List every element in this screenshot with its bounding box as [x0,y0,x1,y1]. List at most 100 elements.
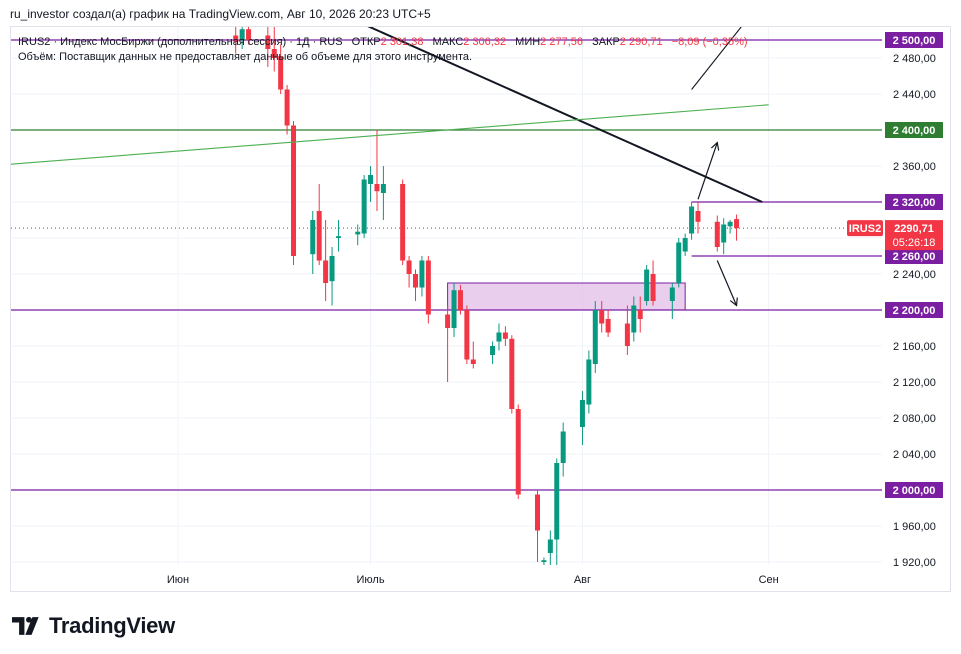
candle-body [592,310,598,364]
candle-body [451,290,457,328]
chart-frame [10,26,951,592]
y-tick-label: 2 040,00 [893,449,936,461]
candle-body [676,242,682,283]
candle-body [579,400,585,427]
candle-body [721,224,727,243]
brand-name: TradingView [49,613,175,638]
level-badge [885,482,943,498]
candle-body [714,221,720,247]
symbol-name: IRUS2 · Индекс МосБиржи (дополнительная … [18,36,343,48]
black-trend [367,27,763,203]
y-tick-label: 2 360,00 [893,161,936,173]
candle-body [695,211,701,222]
candle-body [278,56,284,90]
candle-body [515,409,521,495]
green-trend [11,104,769,165]
y-tick-label: 2 120,00 [893,377,936,389]
level-badge-label: 2 400,00 [893,125,936,137]
candle-body [682,238,688,252]
candle-body [547,539,553,553]
candle-body [464,310,470,360]
candle-body [457,290,463,310]
high-label: МАКС [432,36,464,48]
candle-body [374,184,380,192]
y-tick-label: 2 080,00 [893,413,936,425]
candle-body [316,211,322,261]
tradingview-logo[interactable]: TradingView [12,613,175,639]
candle-body [669,287,675,301]
candle-body [734,219,740,229]
candle-body [291,125,297,256]
candle-body [490,346,496,355]
level-badge-label: 2 000,00 [893,485,936,497]
candle-body [406,260,412,274]
up-arrow [697,142,718,200]
last-price-label: 2290,71 [894,223,934,235]
open-value: 2 301,38 [380,36,424,48]
open-label: ОТКР [351,36,381,48]
candle-body [554,463,560,540]
low-label: МИН [515,36,541,48]
candle-body [355,231,361,235]
candle-body [445,314,451,328]
candle-body [689,206,695,234]
candle-body [265,35,271,49]
candle-body [470,359,476,364]
symbol-badge-label: IRUS2 [849,223,881,235]
symbol-legend: IRUS2 · Индекс МосБиржи (дополнительная … [18,34,748,50]
down-arrow-head [729,297,738,307]
candle-body [380,184,386,193]
candle-body [413,274,419,288]
consolidation-zone [447,282,686,311]
y-tick-label: 2 240,00 [893,269,936,281]
chart-attribution: ru_investor создал(а) график на TradingV… [10,7,431,21]
level-badge-label: 2 200,00 [893,305,936,317]
candle-body [586,359,592,405]
black-long-arrow [691,27,742,90]
y-tick-label: 1 920,00 [893,557,936,569]
countdown-label: 05:26:18 [893,237,936,249]
plot-area [11,27,882,565]
candle-body [560,431,566,463]
candle-body [335,236,341,238]
candle-body [425,260,431,315]
level-badge [885,194,943,210]
candle-body [400,184,406,261]
candle-body [631,305,637,333]
candle-body [246,29,252,40]
candle-body [368,175,374,184]
candle-body [496,332,502,342]
level-badge-label: 2 260,00 [893,251,936,263]
candle-body [271,49,277,58]
level-badge [885,122,943,138]
y-tick-label: 2 160,00 [893,341,936,353]
level-badge [885,248,943,264]
candle-body [624,323,630,346]
candle-body [419,260,425,288]
symbol-badge [847,220,883,237]
y-tick-label: 2 440,00 [893,89,936,101]
tradingview-logo-icon [12,616,39,635]
candle-body [323,260,329,283]
level-badge-label: 2 500,00 [893,35,936,47]
low-value: 2 277,56 [540,36,583,48]
candle-body [502,332,508,339]
candle-body [541,560,547,562]
candle-body [310,220,316,255]
candle-body [239,29,245,40]
level-badge-label: 2 320,00 [893,197,936,209]
volume-note: Объём: Поставщик данных не предоставляет… [18,51,473,63]
candle-body [727,221,733,227]
x-tick-label: Сен [759,574,779,586]
candle-body [284,89,290,126]
x-tick-label: Июн [167,574,189,586]
high-value: 2 306,32 [463,36,507,48]
candle-body [637,310,643,319]
x-tick-label: Июль [357,574,385,586]
change-value: −8,09 (−0,35%) [671,36,748,48]
candle-body [233,35,239,42]
y-tick-label: 2 480,00 [893,53,936,65]
down-arrow [716,260,738,306]
candle-body [644,269,650,301]
